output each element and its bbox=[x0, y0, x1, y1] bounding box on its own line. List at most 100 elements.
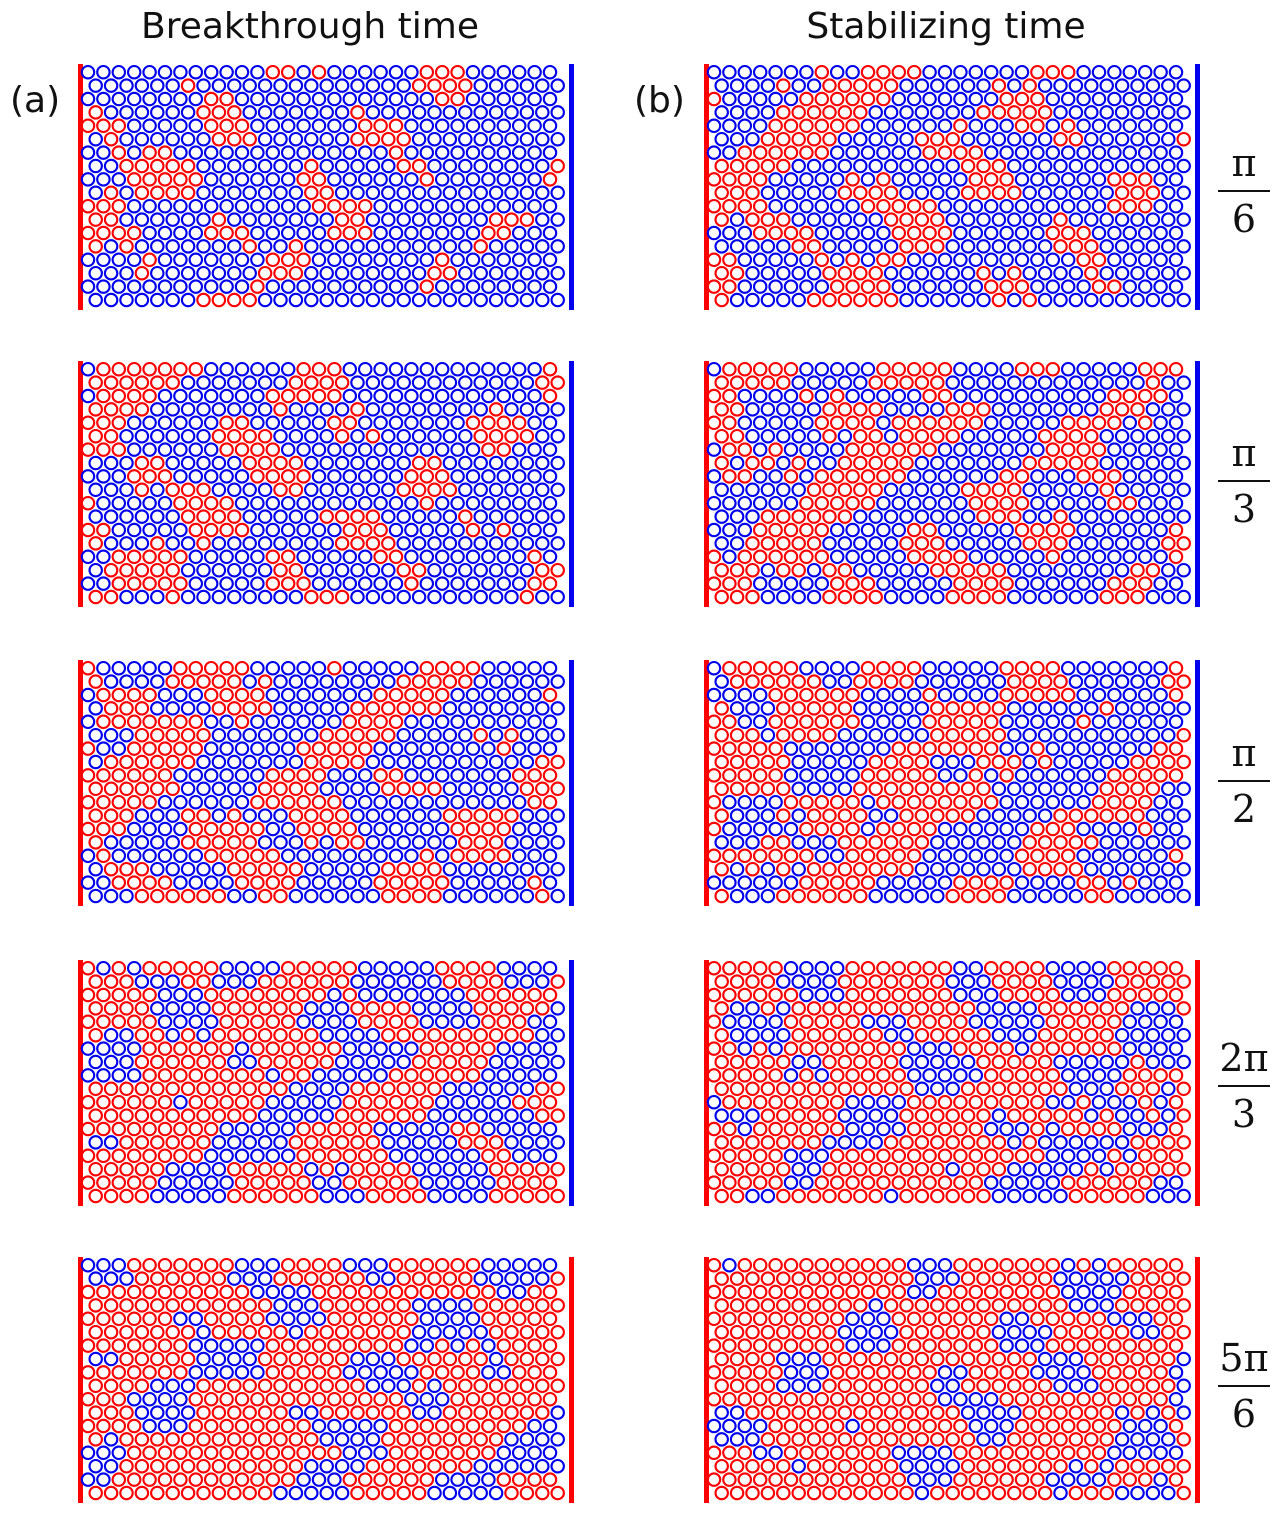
pore bbox=[891, 660, 907, 676]
pore bbox=[1076, 415, 1091, 431]
pore bbox=[434, 388, 450, 404]
pore bbox=[296, 848, 311, 864]
pore bbox=[745, 428, 760, 444]
pore bbox=[806, 781, 822, 797]
pore bbox=[983, 848, 999, 864]
pore bbox=[488, 105, 504, 120]
pore bbox=[319, 808, 334, 823]
pore bbox=[280, 1338, 296, 1353]
pore bbox=[868, 105, 883, 120]
pore bbox=[96, 495, 111, 511]
pore bbox=[227, 1405, 242, 1420]
inlet-boundary bbox=[704, 660, 709, 906]
pore bbox=[357, 172, 373, 187]
pore bbox=[511, 794, 527, 810]
pore bbox=[165, 402, 180, 417]
pore bbox=[334, 1135, 350, 1150]
pore bbox=[999, 1094, 1014, 1110]
outlet-boundary bbox=[1195, 660, 1200, 906]
panel-b-row-3 bbox=[704, 660, 1200, 906]
pore bbox=[930, 562, 945, 578]
pore bbox=[930, 781, 945, 797]
pore bbox=[876, 442, 891, 457]
pore bbox=[350, 1135, 365, 1150]
pore bbox=[365, 1108, 381, 1123]
pore bbox=[542, 522, 558, 538]
pore bbox=[411, 754, 427, 770]
pore bbox=[311, 960, 327, 976]
pore bbox=[227, 1027, 242, 1043]
pore bbox=[134, 1188, 150, 1204]
pore bbox=[768, 768, 783, 783]
pore bbox=[1153, 145, 1168, 160]
pore bbox=[1176, 754, 1191, 770]
pore bbox=[1014, 442, 1030, 457]
pore bbox=[227, 131, 242, 147]
pore bbox=[745, 1161, 760, 1177]
pore bbox=[737, 64, 753, 80]
pore bbox=[722, 1094, 737, 1110]
pore bbox=[165, 105, 180, 120]
pore bbox=[111, 172, 127, 187]
pore bbox=[829, 1094, 845, 1110]
pore bbox=[388, 522, 404, 538]
pore bbox=[706, 794, 722, 810]
pore bbox=[527, 1365, 542, 1380]
pore bbox=[342, 1148, 358, 1164]
pore bbox=[550, 754, 565, 770]
pore bbox=[473, 428, 488, 444]
pore bbox=[930, 727, 945, 743]
pore bbox=[953, 549, 968, 565]
pore bbox=[188, 198, 204, 214]
pore bbox=[829, 821, 845, 837]
pore bbox=[1122, 660, 1138, 676]
pore bbox=[1030, 848, 1045, 864]
pore bbox=[103, 185, 119, 201]
pore-circles bbox=[80, 960, 565, 1204]
pore bbox=[173, 1257, 188, 1273]
pore bbox=[1137, 1014, 1153, 1030]
pore bbox=[365, 265, 381, 281]
pore bbox=[1145, 428, 1161, 444]
pore bbox=[257, 701, 273, 716]
pore bbox=[142, 64, 157, 80]
pore bbox=[342, 576, 358, 591]
inlet-boundary bbox=[704, 361, 709, 607]
pore bbox=[899, 428, 914, 444]
pore bbox=[729, 402, 745, 417]
pore bbox=[265, 495, 281, 511]
pore bbox=[334, 1271, 350, 1286]
pore bbox=[1022, 1135, 1037, 1150]
pore bbox=[1076, 794, 1091, 810]
pore bbox=[914, 455, 930, 471]
pore bbox=[319, 1351, 334, 1367]
pore bbox=[1030, 576, 1045, 591]
pore bbox=[1168, 741, 1184, 756]
pore bbox=[381, 1298, 396, 1313]
pore bbox=[196, 1458, 211, 1474]
pore bbox=[280, 1311, 296, 1327]
pore bbox=[937, 768, 953, 783]
pore bbox=[196, 808, 211, 823]
pore bbox=[1030, 252, 1045, 268]
pore bbox=[922, 1068, 937, 1083]
pore bbox=[1068, 1135, 1084, 1150]
pore bbox=[357, 1068, 373, 1083]
pore bbox=[960, 727, 976, 743]
pore-circles bbox=[80, 64, 565, 308]
pore bbox=[1014, 279, 1030, 294]
pore bbox=[234, 225, 250, 241]
pore bbox=[334, 781, 350, 797]
pore bbox=[1053, 292, 1068, 308]
pore bbox=[126, 848, 142, 864]
pore bbox=[134, 1485, 150, 1501]
pore bbox=[242, 265, 257, 281]
pore bbox=[365, 78, 381, 93]
pore bbox=[350, 292, 365, 308]
pore bbox=[876, 91, 891, 107]
pore bbox=[250, 1284, 265, 1300]
pore bbox=[296, 1068, 311, 1083]
pore bbox=[142, 1068, 157, 1083]
pore bbox=[891, 522, 907, 538]
pore bbox=[234, 1175, 250, 1190]
